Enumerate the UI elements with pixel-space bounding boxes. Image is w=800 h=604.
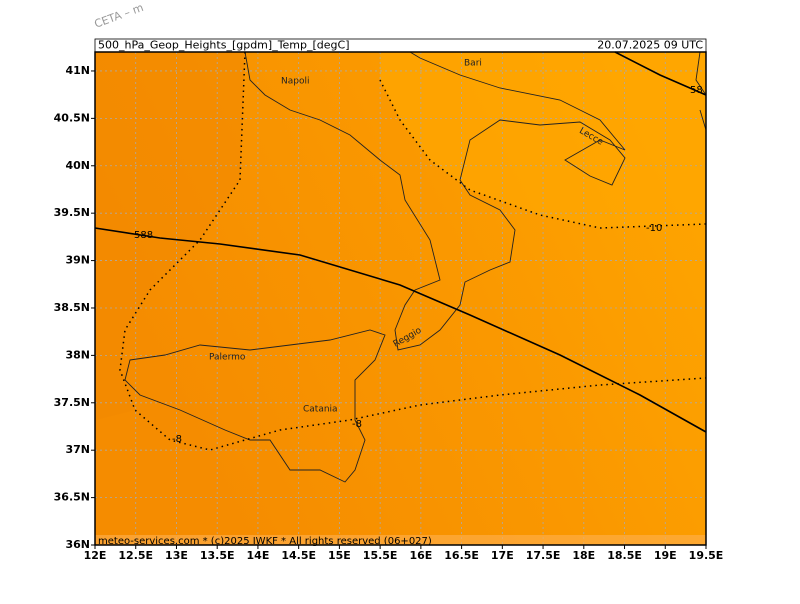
product-title: 500_hPa_Geop_Heights_[gpdm]_Temp_[degC] (98, 39, 350, 52)
lon-tick-label: 19.5E (689, 549, 724, 562)
contour-588 (94, 227, 707, 433)
lon-tick-label: 12E (84, 549, 107, 562)
lon-tick-label: 17E (491, 549, 514, 562)
contour-top-right (614, 51, 707, 96)
coastline-right (695, 51, 707, 131)
contour-label: -8 (172, 434, 182, 445)
lon-tick-label: 18E (572, 549, 595, 562)
warm-area (95, 52, 245, 420)
plot-frame (94, 51, 707, 546)
city-label: Catania (303, 405, 338, 415)
coastline-sicily (124, 329, 386, 483)
lat-tick-label: 38N (65, 348, 90, 361)
contour-label: 588 (134, 230, 153, 241)
lon-tick-label: 16E (409, 549, 432, 562)
lon-tick-label: 16.5E (444, 549, 479, 562)
coastline-mainland (244, 51, 626, 351)
lon-tick-label: 13E (165, 549, 188, 562)
footer-band (95, 535, 706, 545)
model-tag: CETA – m (93, 1, 146, 31)
valid-time: 20.07.2025 09 UTC (597, 39, 703, 52)
lon-tick-label: 17.5E (526, 549, 561, 562)
city-label: Palermo (209, 353, 246, 363)
lat-tick-label: 41N (65, 64, 90, 77)
copyright: meteo-services.com * (c)2025 IWKF * All … (98, 536, 432, 547)
lon-tick-label: 15E (328, 549, 351, 562)
lat-tick-label: 39N (65, 254, 90, 267)
lon-tick-label: 19E (654, 549, 677, 562)
lon-tick-label: 15.5E (363, 549, 398, 562)
city-label: Bari (464, 59, 482, 69)
city-label: Napoli (281, 77, 309, 87)
contour-label: -10 (646, 223, 662, 234)
lat-tick-label: 39.5N (54, 206, 90, 219)
contour-label: 58 (690, 85, 703, 96)
lon-tick-label: 14.5E (281, 549, 316, 562)
lon-tick-label: 18.5E (607, 549, 642, 562)
grid (94, 52, 707, 546)
lat-tick-label: 38.5N (54, 301, 90, 314)
lon-tick-label: 12.5E (118, 549, 153, 562)
lat-tick-label: 40.5N (54, 111, 90, 124)
lat-tick-label: 36.5N (54, 491, 90, 504)
isotherm-minus-10 (379, 79, 707, 229)
lat-tick-label: 40N (65, 159, 90, 172)
lat-tick-label: 37N (65, 443, 90, 456)
lat-tick-label: 37.5N (54, 396, 90, 409)
plot-area: 588 58 -10 -8 -8 Napoli Bari Lecce Paler… (94, 51, 707, 547)
lon-tick-label: 14E (247, 549, 270, 562)
lat-tick-label: 36N (65, 538, 90, 551)
lon-tick-label: 13.5E (200, 549, 235, 562)
contour-label: -8 (352, 419, 362, 430)
